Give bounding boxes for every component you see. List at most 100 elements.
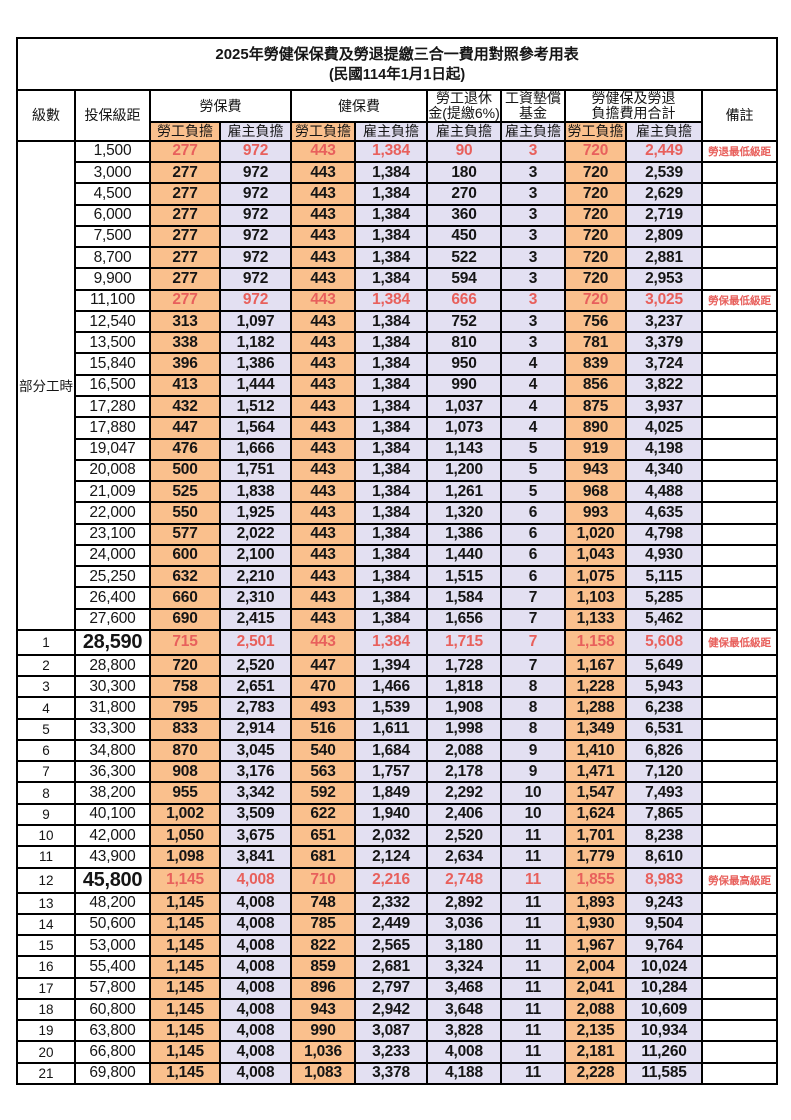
value-cell: 6,531 [625, 717, 703, 741]
value-cell: 443 [290, 246, 356, 270]
value-cell: 2,881 [625, 246, 703, 270]
value-cell: 908 [149, 760, 221, 784]
value-cell: 4,008 [219, 997, 292, 1022]
value-cell: 443 [290, 139, 356, 164]
value-cell: 1,386 [219, 352, 292, 376]
value-cell: 990 [290, 1019, 356, 1043]
value-cell: 1,998 [426, 717, 502, 741]
value-cell: 3 [500, 246, 566, 270]
value-cell: 1,261 [426, 480, 502, 504]
note-cell [700, 480, 779, 504]
value-cell: 1,715 [426, 628, 502, 656]
value-cell: 277 [149, 203, 221, 227]
value-cell: 4,008 [219, 955, 292, 979]
table-title-row: 2025年勞健保保費及勞退提繳三合一費用對照參考用表 (民國114年1月1日起) [15, 37, 779, 91]
value-cell: 443 [290, 437, 356, 461]
value-cell: 2,004 [564, 955, 627, 979]
value-cell: 432 [149, 394, 221, 419]
value-cell: 972 [219, 182, 292, 206]
value-cell: 11,260 [625, 1040, 703, 1064]
value-cell: 3,045 [219, 738, 292, 763]
value-cell: 1,133 [564, 607, 627, 631]
value-cell: 943 [290, 997, 356, 1022]
level-cell: 8 [16, 781, 76, 805]
value-cell: 690 [149, 607, 221, 631]
value-cell: 2,629 [625, 182, 703, 206]
value-cell: 2,501 [219, 628, 292, 656]
value-cell: 338 [149, 331, 221, 355]
table-row: 6,000 277 972 443 1,384 360 3 720 2,719 [17, 203, 779, 227]
value-cell: 1,145 [149, 934, 221, 958]
value-cell: 1,444 [219, 373, 292, 397]
value-cell: 720 [564, 288, 627, 312]
value-cell: 720 [564, 246, 627, 270]
value-cell: 950 [426, 352, 502, 376]
value-cell: 522 [426, 246, 502, 270]
value-cell: 3 [500, 161, 566, 185]
header-health-fee: 健保費 [290, 88, 428, 124]
value-cell: 443 [290, 309, 356, 334]
table-row: 4,500 277 972 443 1,384 270 3 720 2,629 [17, 182, 779, 206]
subheader-wage-fund-employer: 雇主負擔 [500, 121, 566, 142]
bracket-cell: 11,100 [74, 288, 151, 312]
note-cell [700, 717, 779, 741]
value-cell: 1,818 [426, 675, 502, 699]
value-cell: 360 [426, 203, 502, 227]
value-cell: 10 [500, 781, 566, 805]
value-cell: 919 [564, 437, 627, 461]
table-row: 9 40,100 1,002 3,509 622 1,940 2,406 10 1,624 7,8… [16, 802, 779, 827]
value-cell: 1,097 [219, 309, 292, 334]
value-cell: 785 [290, 912, 356, 937]
bracket-cell: 17,880 [74, 416, 151, 440]
bracket-cell: 1,500 [74, 139, 151, 164]
table-row: 2 28,800 720 2,520 447 1,394 1,728 7 1,167 5,649 [16, 653, 779, 678]
note-cell [700, 738, 779, 763]
value-cell: 2,565 [354, 934, 428, 958]
value-cell: 10,024 [625, 955, 703, 979]
value-cell: 1,145 [149, 1061, 221, 1085]
value-cell: 651 [290, 824, 356, 848]
subheader-health-employee: 勞工負擔 [290, 121, 356, 142]
value-cell: 2,100 [219, 543, 292, 568]
value-cell: 11 [500, 891, 566, 915]
value-cell: 1,466 [354, 675, 428, 699]
value-cell: 896 [290, 976, 356, 1000]
note-cell [700, 1019, 779, 1043]
note-cell [700, 760, 779, 784]
value-cell: 1,073 [426, 416, 502, 440]
bracket-cell: 43,900 [74, 845, 151, 869]
value-cell: 516 [290, 717, 356, 741]
note-cell [700, 976, 779, 1000]
table-row: 16,500 413 1,444 443 1,384 990 4 856 3,822 [17, 373, 779, 397]
table-row: 12 45,800 1,145 4,008 710 2,216 2,748 11 1,855 8,… [16, 866, 779, 894]
bracket-cell: 13,500 [74, 331, 151, 355]
value-cell: 1,098 [149, 845, 221, 869]
note-cell [700, 696, 779, 720]
value-cell: 1,145 [149, 955, 221, 979]
value-cell: 1,967 [564, 934, 627, 958]
header-wage-fund: 工資墊償 基金 [500, 88, 566, 124]
table-row: 7,500 277 972 443 1,384 450 3 720 2,809 [17, 224, 779, 249]
table-row: 17,280 432 1,512 443 1,384 1,037 4 875 3,937 [17, 394, 779, 419]
table-row: 21 69,800 1,145 4,008 1,083 3,378 4,188 11 2,228… [16, 1061, 779, 1085]
value-cell: 2,216 [354, 866, 428, 894]
value-cell: 1,228 [564, 675, 627, 699]
bracket-cell: 28,800 [74, 653, 151, 678]
value-cell: 7,865 [625, 802, 703, 827]
value-cell: 1,320 [426, 501, 502, 525]
note-cell [700, 845, 779, 869]
value-cell: 990 [426, 373, 502, 397]
value-cell: 972 [219, 288, 292, 312]
bracket-cell: 9,900 [74, 267, 151, 291]
value-cell: 632 [149, 565, 221, 589]
value-cell: 1,930 [564, 912, 627, 937]
value-cell: 4,930 [625, 543, 703, 568]
bracket-cell: 50,600 [74, 912, 151, 937]
table-row: 15,840 396 1,386 443 1,384 950 4 839 3,724 [17, 352, 779, 376]
value-cell: 1,384 [354, 458, 428, 483]
note-cell [700, 437, 779, 461]
value-cell: 4,635 [625, 501, 703, 525]
note-cell [700, 824, 779, 848]
value-cell: 856 [564, 373, 627, 397]
value-cell: 1,158 [564, 628, 627, 656]
